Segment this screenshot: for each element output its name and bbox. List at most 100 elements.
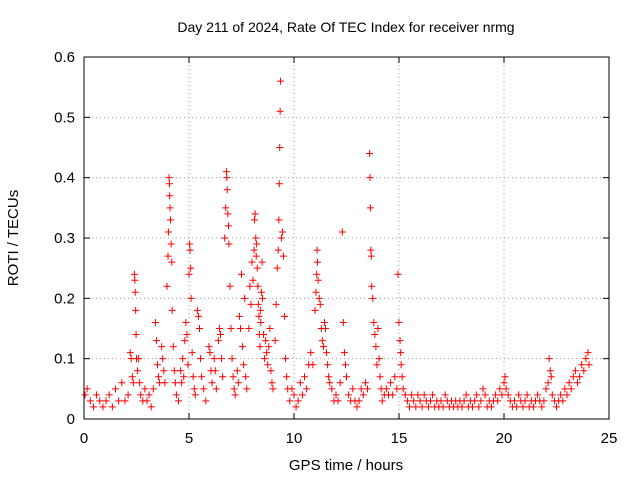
data-point bbox=[227, 325, 235, 332]
y-tick-label: 0.6 bbox=[54, 49, 75, 66]
data-point bbox=[361, 379, 369, 387]
data-point bbox=[571, 367, 579, 375]
data-point bbox=[236, 325, 244, 332]
data-point bbox=[569, 373, 577, 381]
data-point bbox=[160, 367, 168, 375]
x-tick-label: 25 bbox=[601, 430, 618, 447]
data-point bbox=[191, 391, 199, 399]
data-point bbox=[132, 306, 140, 314]
data-point bbox=[278, 228, 286, 236]
data-point bbox=[128, 373, 136, 381]
data-point bbox=[396, 337, 404, 345]
data-point bbox=[326, 379, 334, 387]
data-point bbox=[395, 318, 403, 326]
data-point bbox=[251, 210, 259, 218]
data-point bbox=[286, 397, 294, 405]
data-point bbox=[168, 258, 176, 266]
data-point bbox=[223, 174, 231, 182]
data-point bbox=[481, 391, 489, 399]
data-point bbox=[397, 349, 405, 357]
x-tick-label: 5 bbox=[185, 430, 193, 447]
data-point bbox=[403, 397, 411, 405]
data-point bbox=[372, 343, 380, 351]
data-point bbox=[167, 216, 175, 224]
data-point bbox=[382, 385, 390, 393]
data-point bbox=[248, 258, 256, 266]
data-point bbox=[86, 397, 94, 405]
data-point bbox=[242, 373, 250, 381]
data-point bbox=[223, 186, 231, 194]
data-point bbox=[540, 397, 548, 405]
data-point bbox=[280, 252, 287, 260]
data-point bbox=[189, 373, 197, 381]
data-point bbox=[394, 270, 402, 278]
data-point bbox=[429, 391, 437, 399]
data-point bbox=[149, 385, 157, 393]
data-point bbox=[420, 391, 428, 399]
data-point bbox=[239, 343, 247, 351]
data-point bbox=[494, 397, 502, 405]
data-point bbox=[580, 367, 588, 375]
data-point bbox=[338, 228, 346, 236]
data-point bbox=[93, 391, 101, 399]
data-point bbox=[134, 367, 142, 375]
data-point bbox=[565, 379, 573, 387]
data-point bbox=[182, 318, 190, 326]
data-point bbox=[222, 168, 230, 176]
data-point bbox=[501, 373, 509, 381]
data-point bbox=[152, 337, 160, 345]
data-point bbox=[198, 373, 206, 381]
data-point bbox=[257, 318, 265, 326]
data-point bbox=[412, 403, 420, 411]
data-point bbox=[345, 391, 353, 399]
data-point bbox=[224, 222, 232, 230]
data-point bbox=[373, 361, 381, 369]
data-point bbox=[194, 312, 202, 320]
data-point bbox=[186, 240, 194, 248]
data-point bbox=[283, 373, 291, 381]
data-point bbox=[357, 385, 365, 393]
data-point bbox=[323, 349, 331, 357]
y-tick-labels: 0 0.1 0.2 0.3 0.4 0.5 0.6 bbox=[54, 49, 75, 428]
data-point bbox=[367, 246, 375, 254]
data-point bbox=[206, 349, 214, 357]
data-point bbox=[235, 312, 243, 320]
data-point bbox=[328, 385, 336, 393]
data-point bbox=[185, 270, 193, 278]
data-point bbox=[179, 355, 187, 363]
data-point bbox=[519, 403, 527, 411]
data-point bbox=[254, 300, 262, 308]
data-point bbox=[166, 192, 174, 200]
data-point bbox=[515, 391, 523, 399]
data-point bbox=[275, 216, 283, 224]
data-point bbox=[585, 361, 593, 369]
data-point bbox=[339, 318, 347, 326]
data-point bbox=[513, 403, 521, 411]
data-point bbox=[131, 276, 139, 284]
data-point bbox=[529, 403, 537, 411]
data-point bbox=[167, 240, 175, 248]
data-point bbox=[161, 379, 169, 387]
data-point bbox=[253, 240, 261, 248]
data-point bbox=[312, 288, 320, 296]
data-point bbox=[290, 391, 298, 399]
data-point bbox=[578, 361, 586, 369]
data-point bbox=[557, 391, 565, 399]
data-point bbox=[141, 385, 149, 393]
data-point bbox=[147, 403, 155, 411]
data-point bbox=[121, 397, 129, 405]
data-point bbox=[282, 355, 290, 363]
x-axis-label: GPS time / hours bbox=[289, 457, 403, 474]
data-point bbox=[175, 397, 182, 405]
plot-area-border bbox=[83, 56, 610, 420]
data-point bbox=[96, 397, 104, 405]
data-point bbox=[115, 397, 123, 405]
data-point bbox=[314, 258, 322, 266]
data-point bbox=[172, 391, 180, 399]
data-point bbox=[267, 367, 275, 375]
data-point bbox=[221, 234, 229, 242]
data-point bbox=[210, 355, 218, 363]
data-point bbox=[534, 391, 542, 399]
data-point bbox=[416, 397, 424, 405]
